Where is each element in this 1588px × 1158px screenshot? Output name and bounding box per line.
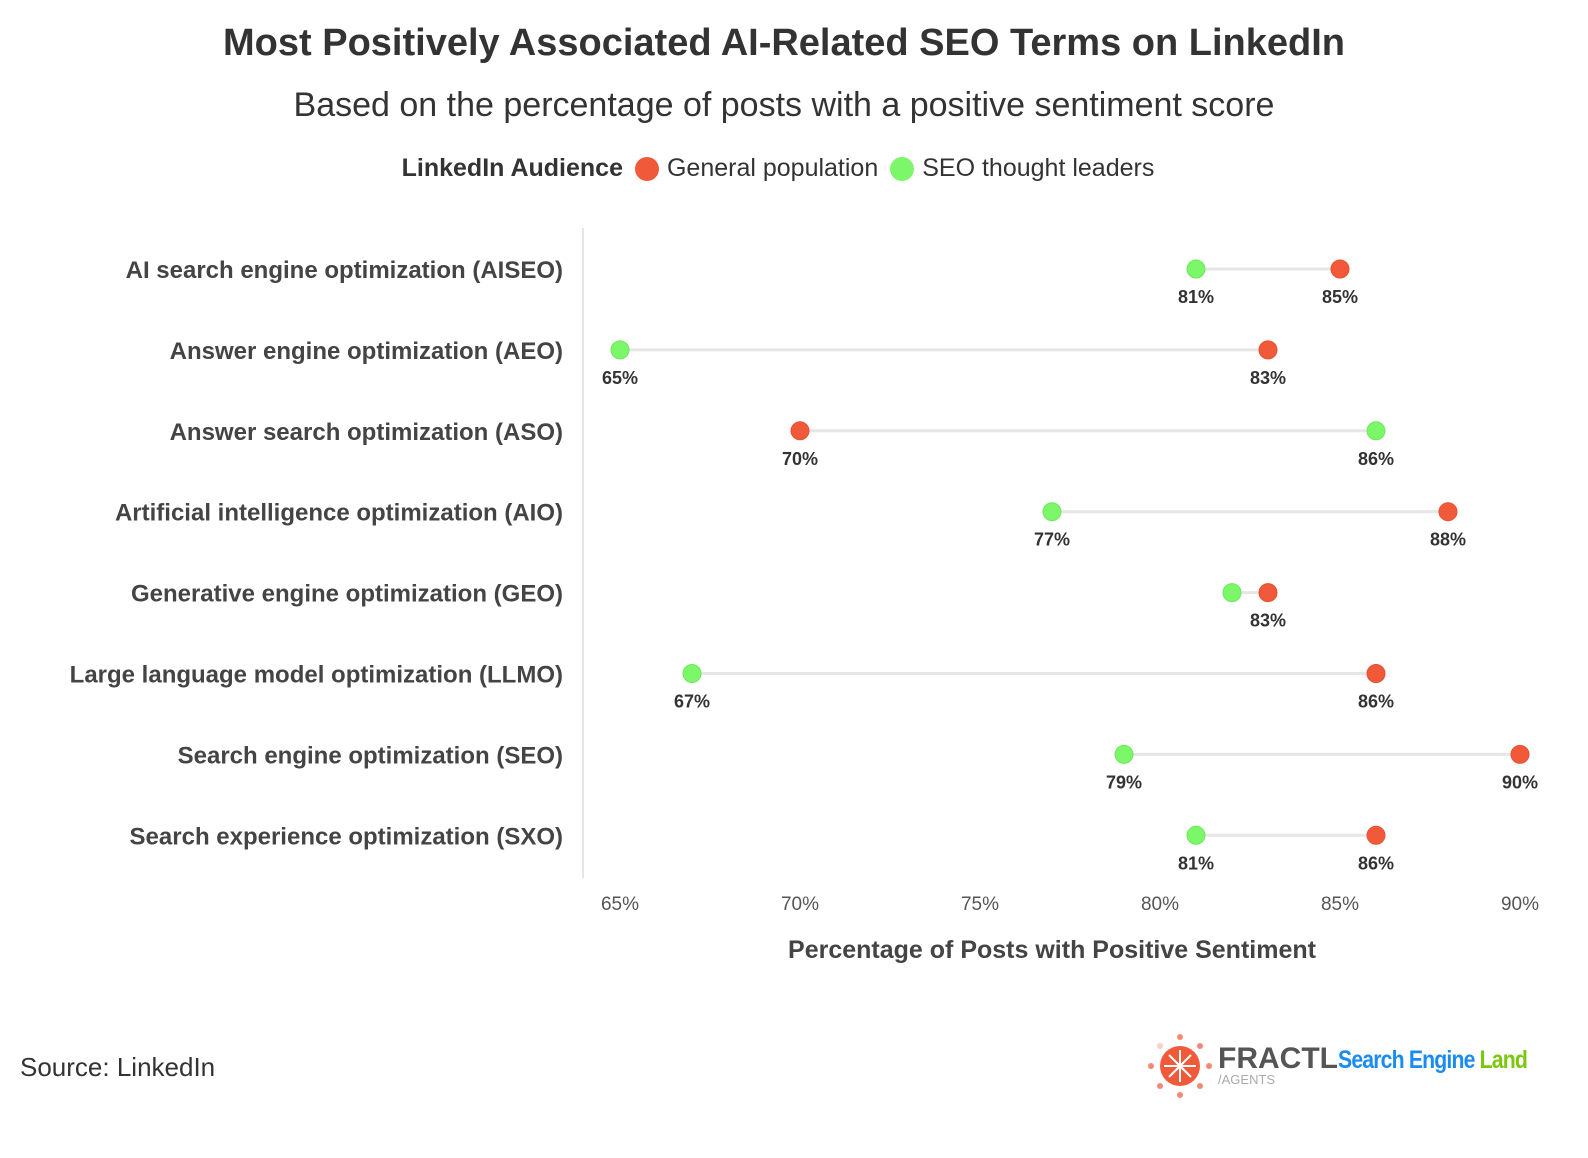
data-point-general (1258, 583, 1278, 603)
plot-area: 65% 70% 75% 80% 85% 90% Percentage of Posts wi… (70, 228, 1539, 964)
data-point-seo (1186, 259, 1206, 279)
data-point-general (1438, 502, 1458, 522)
data-label: 90% (1502, 772, 1538, 792)
legend-item-seo: SEO thought leaders (890, 154, 1154, 183)
data-label: 65% (602, 368, 638, 388)
legend-title: LinkedIn Audience (401, 154, 623, 182)
category-label: Artificial intelligence optimization (AI… (115, 500, 563, 527)
legend-label-general: General population (666, 154, 879, 182)
chart-title: Most Positively Associated AI-Related SE… (223, 22, 1345, 64)
data-point-general (790, 421, 810, 441)
data-point-seo (610, 340, 630, 360)
data-label: 70% (782, 449, 818, 469)
data-point-general (1330, 259, 1350, 279)
fractl-wordmark: FRACTL (1218, 1042, 1338, 1075)
sel-wordmark-a: Search Engine (1338, 1046, 1480, 1074)
data-label: 81% (1178, 287, 1214, 307)
data-point-seo (1114, 744, 1134, 764)
data-label: 79% (1106, 772, 1142, 792)
x-axis-title: Percentage of Posts with Positive Sentim… (788, 936, 1317, 964)
data-label: 88% (1430, 530, 1466, 550)
fractl-logo: FRACTL/AGENTS (1148, 1034, 1338, 1098)
data-point-seo (1366, 421, 1386, 441)
x-tick-label: 85% (1321, 894, 1359, 915)
x-tick-label: 65% (601, 894, 639, 915)
source-note: Source: LinkedIn (20, 1052, 216, 1082)
legend: LinkedIn Audience General population SEO… (0, 154, 1568, 183)
category-label: AI search engine optimization (AISEO) (126, 257, 563, 284)
category-label: Large language model optimization (LLMO) (70, 662, 563, 689)
fractl-sub: /AGENTS (1218, 1072, 1276, 1087)
legend-dot-seo (890, 156, 915, 181)
category-label: Search engine optimization (SEO) (178, 742, 563, 769)
x-tick-label: 90% (1501, 894, 1539, 915)
legend-label-seo: SEO thought leaders (922, 154, 1155, 182)
data-label: 77% (1034, 530, 1070, 550)
data-label: 85% (1322, 287, 1358, 307)
data-point-general (1258, 340, 1278, 360)
data-point-seo (682, 664, 702, 683)
category-label: Answer engine optimization (AEO) (170, 338, 563, 365)
sel-wordmark-b: Land (1479, 1046, 1528, 1074)
data-label: 86% (1358, 449, 1394, 469)
data-point-general (1366, 664, 1386, 683)
data-point-seo (1186, 825, 1206, 845)
data-label: 83% (1250, 611, 1286, 631)
category-label: Generative engine optimization (GEO) (131, 581, 563, 608)
data-label: 67% (674, 692, 710, 712)
search-engine-land-logo: Search Engine Land (1338, 1046, 1528, 1075)
category-label: Answer search optimization (ASO) (170, 419, 563, 446)
data-point-seo (1042, 502, 1062, 522)
data-point-seo (1222, 583, 1242, 603)
category-label: Search experience optimization (SXO) (130, 823, 563, 850)
data-label: 86% (1358, 692, 1394, 712)
legend-item-general: General population (634, 154, 879, 183)
x-tick-label: 80% (1141, 894, 1179, 915)
fractl-snowflake-icon (1148, 1034, 1212, 1098)
data-point-general (1366, 825, 1386, 845)
data-point-general (1510, 744, 1530, 764)
legend-dot-general (634, 156, 659, 181)
x-tick-label: 75% (961, 894, 999, 915)
data-label: 83% (1250, 368, 1286, 388)
chart-subtitle: Based on the percentage of posts with a … (293, 86, 1275, 124)
data-label: 81% (1178, 853, 1214, 873)
data-label: 86% (1358, 853, 1394, 873)
x-tick-label: 70% (781, 894, 819, 915)
